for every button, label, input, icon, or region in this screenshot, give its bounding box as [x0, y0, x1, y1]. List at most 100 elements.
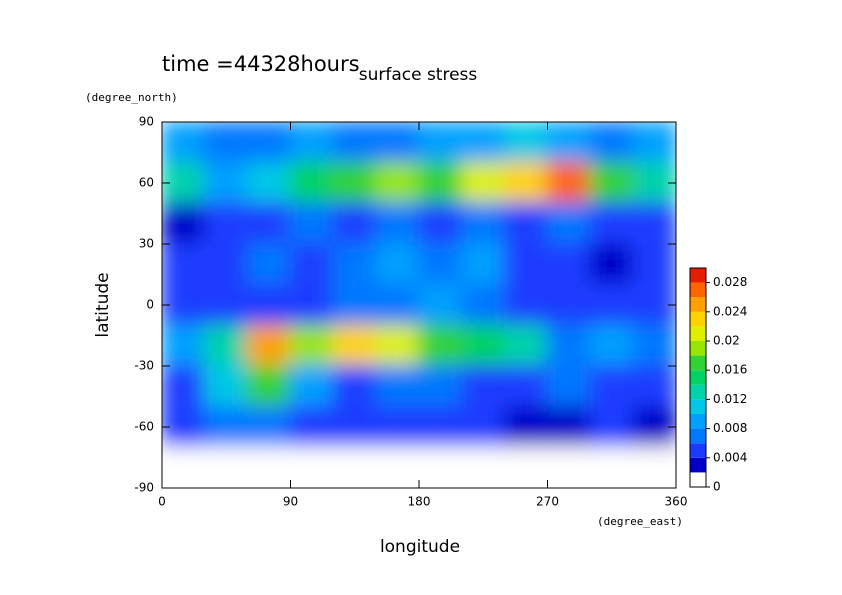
- cell: [589, 365, 635, 408]
- cell: [589, 405, 635, 449]
- cell: [460, 202, 506, 245]
- cell: [332, 161, 378, 205]
- cell: [589, 324, 635, 367]
- colorbar-swatch: [690, 414, 706, 429]
- cell: [289, 324, 335, 367]
- cell: [289, 202, 335, 245]
- y-tick-label: -30: [134, 359, 154, 373]
- cell: [632, 243, 676, 286]
- cell: [460, 446, 506, 488]
- colorbar-swatch: [690, 472, 706, 487]
- cell: [246, 365, 292, 408]
- cell: [375, 283, 420, 327]
- cell: [162, 365, 206, 408]
- y-tick-label: -90: [134, 481, 154, 495]
- x-tick-label: 180: [408, 495, 431, 509]
- cell: [632, 122, 676, 164]
- x-tick-label: 0: [158, 495, 166, 509]
- cell: [332, 202, 378, 245]
- cell: [375, 405, 420, 449]
- cell: [589, 446, 635, 488]
- cell: [632, 446, 676, 488]
- cell: [418, 365, 463, 408]
- cell: [503, 365, 549, 408]
- cell: [546, 161, 592, 205]
- cell: [503, 202, 549, 245]
- cell: [589, 161, 635, 205]
- cell: [546, 324, 592, 367]
- cell: [162, 122, 206, 164]
- cell: [589, 122, 635, 164]
- cell: [546, 122, 592, 164]
- cell: [503, 161, 549, 205]
- cell: [460, 405, 506, 449]
- cell: [162, 324, 206, 367]
- x-tick-label: 270: [536, 495, 559, 509]
- cell: [418, 161, 463, 205]
- colorbar-frame: [689, 267, 707, 488]
- colorbar-tick-label: 0.02: [713, 334, 740, 348]
- colorbar-swatch: [690, 311, 706, 327]
- colorbar-swatch: [690, 341, 706, 356]
- cell: [460, 243, 506, 286]
- colorbar-swatch: [690, 384, 706, 400]
- colorbar-swatch: [690, 399, 706, 414]
- cell: [460, 161, 506, 205]
- colorbar-swatch: [690, 457, 706, 473]
- cell: [460, 122, 506, 164]
- colorbar-tick-label: 0: [713, 480, 721, 494]
- cell: [503, 405, 549, 449]
- cell: [375, 446, 420, 488]
- cell: [289, 365, 335, 408]
- cell: [546, 446, 592, 488]
- cell: [375, 202, 420, 245]
- cell: [162, 202, 206, 245]
- cell: [203, 283, 249, 327]
- cell: [460, 365, 506, 408]
- cell: [332, 122, 378, 164]
- cell: [589, 202, 635, 245]
- cell: [546, 405, 592, 449]
- cell: [503, 446, 549, 488]
- y-tick-label: -60: [134, 420, 154, 434]
- cell: [375, 161, 420, 205]
- cell: [203, 405, 249, 449]
- cell: [289, 243, 335, 286]
- cell: [246, 446, 292, 488]
- cell: [332, 324, 378, 367]
- colorbar-tick-label: 0.004: [713, 450, 747, 464]
- cell: [546, 283, 592, 327]
- cell: [203, 324, 249, 367]
- cell: [418, 446, 463, 488]
- colorbar-swatch: [690, 443, 706, 458]
- x-tick-label: 360: [665, 495, 688, 509]
- colorbar-tick-label: 0.008: [713, 421, 747, 435]
- subtitle: time =44328hours: [162, 52, 360, 76]
- cell: [546, 365, 592, 408]
- cell: [246, 202, 292, 245]
- x-unit: (degree_east): [597, 515, 683, 528]
- y-tick-label: 0: [146, 298, 154, 312]
- cell: [632, 324, 676, 367]
- colorbar-swatch: [690, 326, 706, 341]
- cell: [332, 365, 378, 408]
- colorbar-tick-label: 0.024: [713, 304, 747, 318]
- cell: [418, 243, 463, 286]
- cell: [460, 324, 506, 367]
- cell: [375, 324, 420, 367]
- y-label: latitude: [93, 272, 113, 337]
- cell: [503, 243, 549, 286]
- cell: [418, 324, 463, 367]
- cell: [162, 446, 206, 488]
- cell: [546, 202, 592, 245]
- cell: [289, 446, 335, 488]
- cell: [203, 161, 249, 205]
- cell: [332, 243, 378, 286]
- cell: [460, 283, 506, 327]
- cell: [375, 122, 420, 164]
- cell: [632, 365, 676, 408]
- cell: [503, 324, 549, 367]
- cell: [246, 243, 292, 286]
